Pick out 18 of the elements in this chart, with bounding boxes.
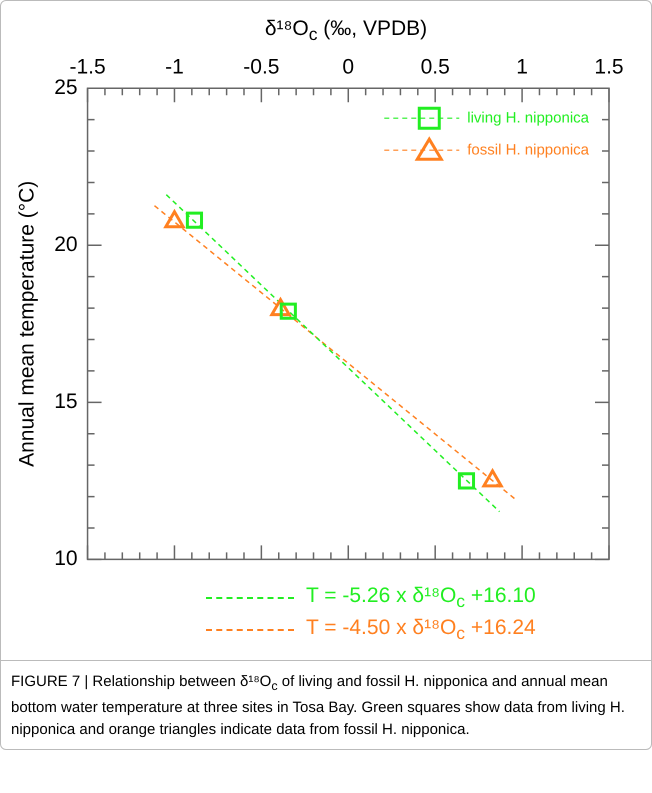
y-tick-label: 25 (54, 76, 78, 99)
x-tick-label: 0.5 (420, 55, 450, 78)
x-tick-label: -0.5 (243, 55, 280, 78)
y-tick-label: 20 (54, 233, 78, 256)
caption: FIGURE 7 | Relationship between δ¹⁸O$_{c}$ of living and fossil H. nipponica and annual mean bottom water temperature at three sites in Tosa Bay. Green squares show data from living H. nipponica and orange triangles indicate data from fossil H. nipponica. (11, 672, 626, 740)
legend-label: fossil H. nipponica (467, 141, 590, 158)
x-tick-label: 1 (516, 55, 528, 78)
y-tick-label: 15 (54, 390, 78, 414)
y-tick-label: 10 (54, 547, 78, 570)
text: T = -4.50 x δ¹⁸O$_{c}$ +16.24 (306, 616, 536, 644)
x-tick-label: -1 (165, 55, 184, 78)
x-tick-label: 1.5 (594, 55, 624, 78)
y-axis-title: Annual mean temperature (°C) (15, 180, 38, 467)
x-tick-label: 0 (342, 55, 354, 78)
x-tick-label: -1.5 (69, 55, 106, 78)
legend-label: living H. nipponica (467, 109, 590, 126)
x-axis-title: δ¹⁸O$_{c}$ (‰, VPDB) (264, 16, 428, 46)
text: T = -5.26 x δ¹⁸O$_{c}$ +16.10 (306, 584, 536, 612)
